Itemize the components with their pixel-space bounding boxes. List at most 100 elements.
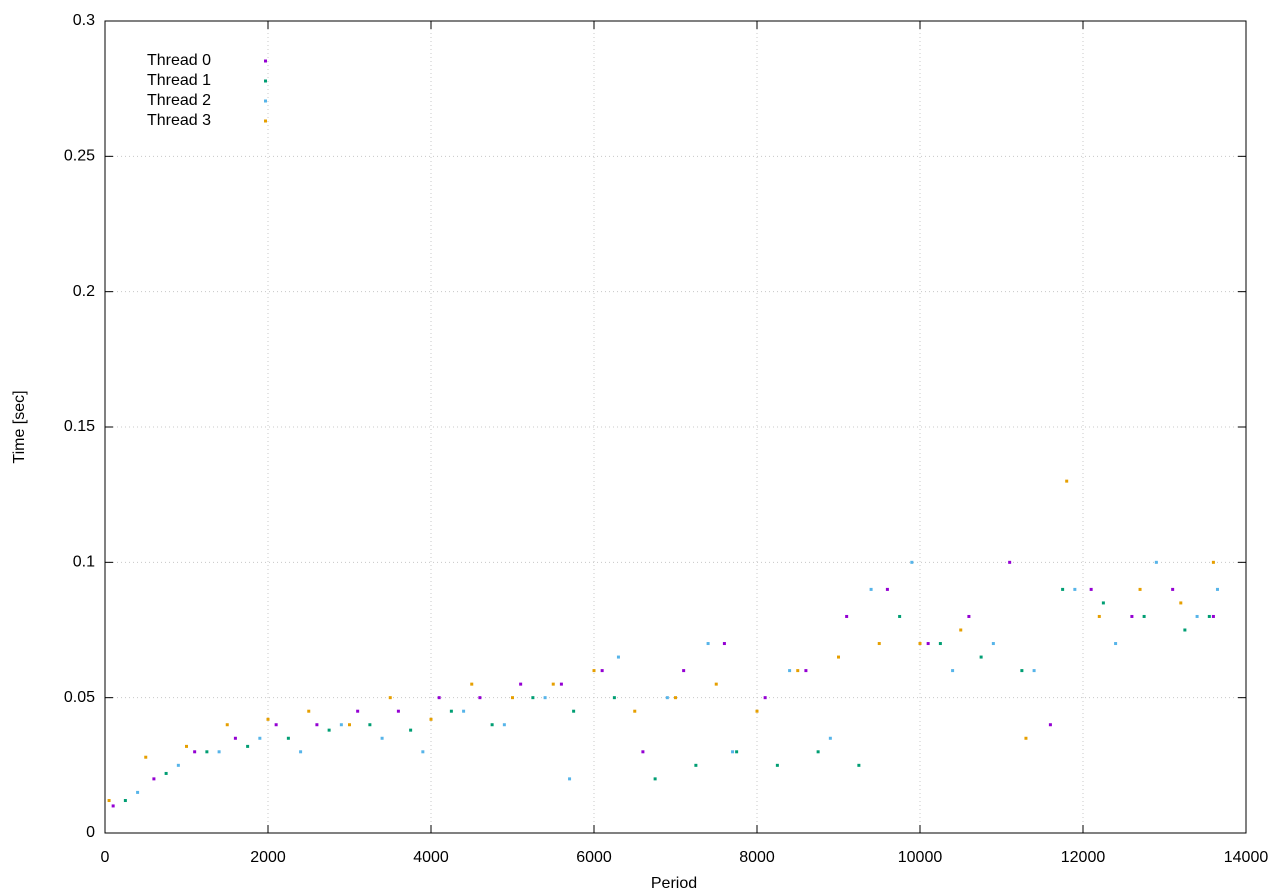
point	[490, 723, 494, 727]
point	[1073, 587, 1077, 591]
point	[1211, 614, 1215, 618]
point	[559, 682, 563, 686]
point	[1114, 642, 1118, 646]
legend-label: Thread 3	[147, 112, 211, 129]
point	[1008, 560, 1012, 564]
point	[816, 750, 820, 754]
point	[796, 669, 800, 673]
point	[1101, 601, 1105, 605]
point	[837, 655, 840, 659]
point	[1183, 628, 1187, 632]
point	[612, 696, 616, 700]
point	[543, 696, 547, 700]
point	[959, 628, 963, 632]
point	[315, 723, 319, 727]
point	[368, 723, 372, 727]
point	[429, 717, 433, 721]
point	[266, 717, 270, 721]
point	[462, 709, 466, 713]
point	[339, 723, 343, 727]
point	[674, 696, 677, 700]
x-tick-label: 12000	[1061, 849, 1106, 866]
y-tick-label: 0.25	[64, 148, 95, 165]
point	[1024, 736, 1028, 740]
point	[951, 669, 955, 673]
point	[633, 709, 637, 713]
point	[592, 669, 596, 673]
x-tick-label: 10000	[898, 849, 943, 866]
point	[1032, 669, 1036, 673]
point	[1089, 587, 1093, 591]
point	[706, 642, 710, 646]
point	[763, 696, 767, 700]
point	[307, 709, 311, 713]
point	[857, 763, 861, 767]
point	[967, 614, 971, 618]
point	[380, 736, 384, 740]
point	[1061, 587, 1065, 591]
point	[107, 799, 111, 803]
point	[979, 655, 983, 659]
point	[1130, 614, 1134, 618]
legend-marker	[264, 59, 267, 63]
point	[731, 750, 735, 754]
point	[164, 771, 168, 775]
legend-marker	[264, 99, 267, 103]
point	[356, 709, 360, 713]
y-tick-label: 0.05	[64, 689, 95, 706]
point	[299, 750, 303, 754]
point	[885, 587, 889, 591]
point	[551, 682, 555, 686]
point	[193, 750, 197, 754]
point	[845, 614, 849, 618]
point	[449, 709, 453, 713]
point	[421, 750, 425, 754]
point	[1207, 614, 1211, 618]
point	[136, 790, 140, 794]
point	[1215, 587, 1219, 591]
point	[152, 777, 156, 781]
x-tick-label: 2000	[250, 849, 286, 866]
point	[437, 696, 441, 700]
point	[991, 642, 995, 646]
y-tick-label: 0	[86, 824, 95, 841]
point	[327, 728, 331, 732]
x-axis-label: Period	[651, 875, 697, 892]
x-tick-label: 14000	[1224, 849, 1269, 866]
point	[722, 642, 726, 646]
point	[938, 642, 942, 646]
point	[205, 750, 209, 754]
legend-label: Thread 1	[147, 72, 211, 89]
point	[233, 736, 237, 740]
y-axis-label: Time [sec]	[11, 390, 28, 463]
point	[775, 763, 779, 767]
point	[910, 560, 914, 564]
point	[600, 669, 604, 673]
point	[531, 696, 535, 700]
x-tick-label: 6000	[576, 849, 612, 866]
point	[869, 587, 873, 591]
point	[217, 750, 221, 754]
point	[225, 723, 229, 727]
point	[274, 723, 278, 727]
point	[1154, 560, 1158, 564]
point	[396, 709, 400, 713]
point	[1097, 614, 1101, 618]
point	[1211, 560, 1215, 564]
point	[258, 736, 262, 740]
point	[1138, 587, 1142, 591]
y-tick-label: 0.15	[64, 418, 95, 435]
point	[519, 682, 523, 686]
point	[478, 696, 482, 700]
point	[470, 682, 474, 686]
point	[788, 669, 792, 673]
point	[246, 744, 250, 748]
point	[828, 736, 832, 740]
point	[176, 763, 180, 767]
point	[755, 709, 759, 713]
point	[641, 750, 645, 754]
point	[123, 799, 127, 803]
x-tick-label: 8000	[739, 849, 775, 866]
point	[511, 696, 514, 700]
point	[1195, 614, 1199, 618]
